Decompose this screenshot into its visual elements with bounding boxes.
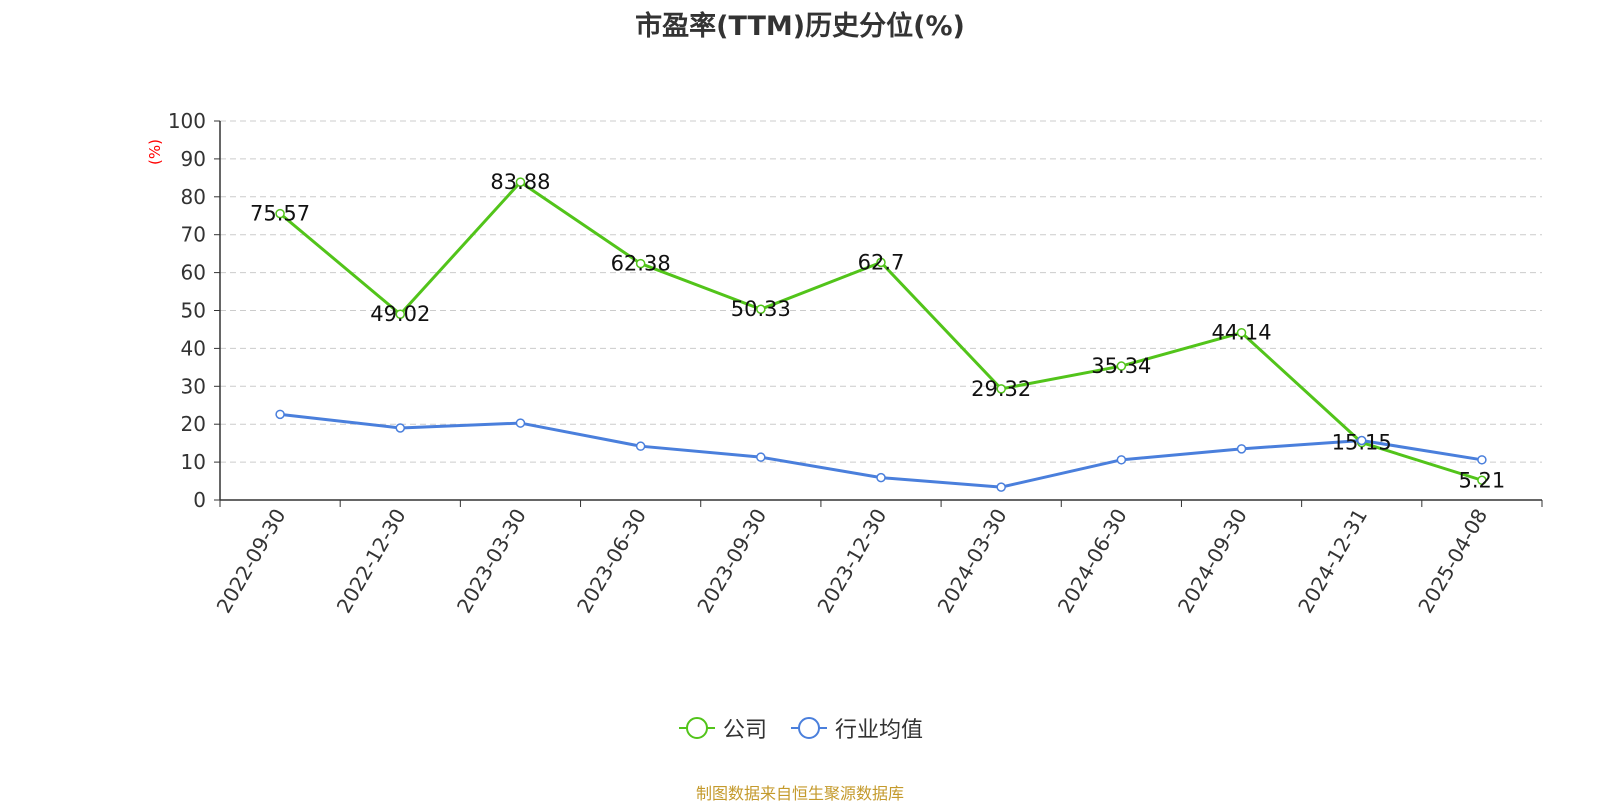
y-tick-label: 50 — [181, 299, 206, 323]
x-tick-label: 2022-12-30 — [332, 504, 411, 617]
y-tick-label: 100 — [168, 109, 206, 133]
data-label: 83.88 — [490, 170, 550, 194]
y-tick-label: 80 — [181, 185, 206, 209]
data-point-company — [996, 384, 1006, 394]
legend-industry-icon — [791, 717, 827, 739]
x-tick-label: 2025-04-08 — [1413, 505, 1492, 618]
data-point-company — [756, 304, 766, 314]
legend-company-icon — [678, 717, 715, 739]
data-point-industry — [756, 452, 766, 462]
y-tick-label: 40 — [181, 336, 206, 360]
data-label: 15.15 — [1332, 431, 1392, 455]
series-line-company — [279, 180, 1483, 482]
data-point-company — [1236, 327, 1247, 338]
data-label: 50.33 — [731, 297, 791, 321]
data-point-industry — [996, 482, 1006, 492]
data-point-company — [1477, 475, 1487, 486]
x-tick-label: 2024-12-31 — [1293, 505, 1372, 618]
legend-item-company[interactable]: 公司 — [677, 712, 767, 744]
y-axis-label: (%) — [146, 139, 164, 165]
data-label: 62.7 — [858, 250, 905, 274]
data-point-company — [635, 258, 646, 269]
x-tick-label: 2023-03-30 — [452, 505, 531, 618]
data-point-industry — [1356, 435, 1367, 446]
data-point-industry — [515, 418, 526, 428]
data-label: 29.32 — [971, 377, 1031, 401]
data-point-industry — [1236, 444, 1247, 454]
data-point-industry — [876, 472, 886, 483]
data-point-industry — [635, 441, 646, 451]
y-tick-label: 60 — [181, 261, 206, 285]
data-label: 49.02 — [370, 302, 430, 326]
source-note: 制图数据来自恒生聚源数据库 — [695, 784, 904, 803]
x-tick-label: 2022-09-30 — [212, 505, 291, 618]
x-tick-label: 2024-03-30 — [933, 505, 1012, 618]
y-tick-label: 10 — [181, 450, 206, 474]
x-tick-label: 2024-06-30 — [1053, 505, 1132, 618]
data-point-company — [395, 309, 406, 319]
x-tick-label: 2023-06-30 — [572, 505, 651, 618]
y-tick-label: 70 — [181, 223, 206, 247]
data-point-company — [876, 257, 886, 268]
data-labels: 75.57 49.02 83.88 62.38 50.33 62.7 29.32 35.34 4… — [250, 170, 1505, 492]
data-label: 62.38 — [611, 252, 671, 276]
data-label: 35.34 — [1091, 354, 1151, 378]
data-point-company — [515, 177, 526, 187]
legend-label-company: 公司 — [722, 718, 767, 743]
y-tick-label: 90 — [181, 147, 206, 171]
y-tick-label: 30 — [181, 374, 206, 398]
data-point-industry — [1477, 455, 1487, 465]
y-tick-label: 20 — [181, 412, 206, 436]
data-point-industry — [395, 423, 406, 433]
data-point-company — [1116, 361, 1127, 371]
x-tick-label: 2024-09-30 — [1173, 505, 1252, 618]
chart-title: 市盈率(TTM)历史分位(%) — [635, 11, 965, 42]
axes: (%) 0 10 20 30 40 50 60 70 80 90 100 2022-09-30 2022… — [146, 109, 1543, 618]
data-point-company — [275, 208, 285, 219]
y-tick-label: 0 — [193, 488, 206, 512]
data-point-industry — [1116, 455, 1127, 465]
data-label: 44.14 — [1211, 321, 1271, 345]
data-label: 5.21 — [1459, 468, 1506, 492]
x-tick-label: 2023-12-30 — [812, 505, 891, 618]
data-label: 75.57 — [250, 202, 310, 226]
legend-label-industry: 行业均值 — [835, 718, 924, 743]
legend-item-industry[interactable]: 行业均值 — [789, 712, 923, 744]
grid-lines — [220, 120, 1542, 463]
legend: 公司 行业均值 — [0, 712, 1600, 744]
data-point-industry — [275, 409, 285, 420]
x-tick-label: 2023-09-30 — [692, 505, 771, 618]
series-lines — [275, 177, 1487, 492]
